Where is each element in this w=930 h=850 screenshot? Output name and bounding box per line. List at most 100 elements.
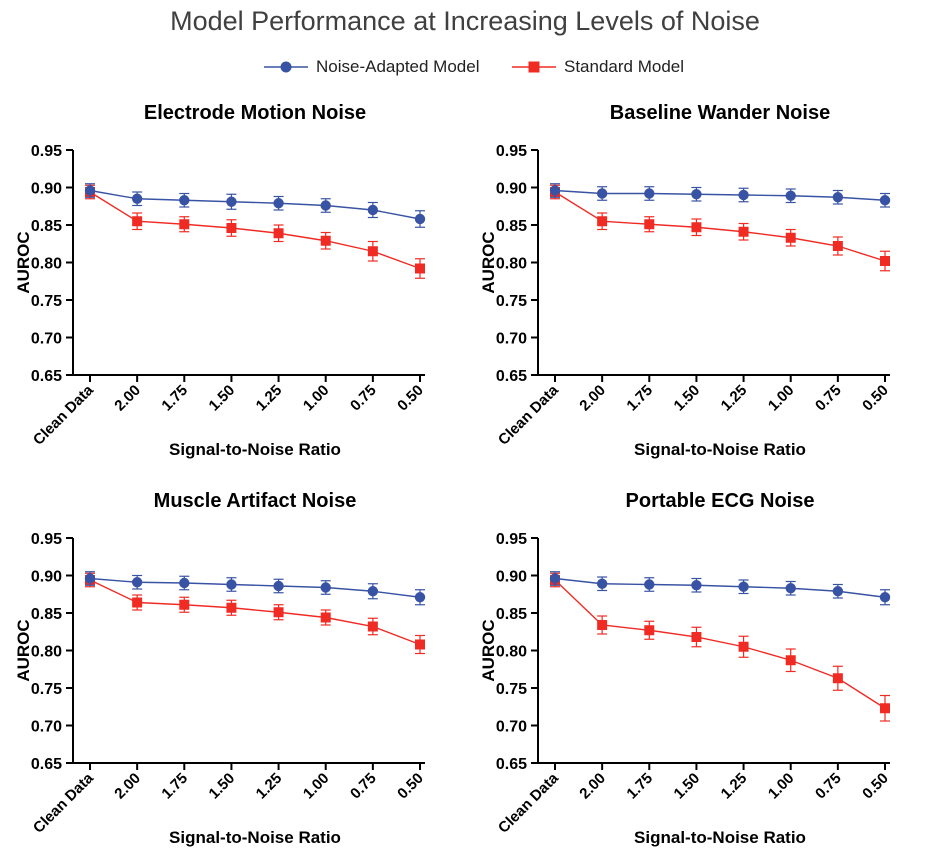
data-point-standard bbox=[132, 216, 143, 227]
y-tick-label: 0.95 bbox=[31, 143, 62, 160]
y-tick-label: 0.70 bbox=[31, 331, 62, 348]
page-title: Model Performance at Increasing Levels o… bbox=[170, 6, 760, 36]
x-tick-label: 0.50 bbox=[859, 770, 892, 803]
data-point-standard bbox=[367, 246, 378, 257]
y-tick-label: 0.85 bbox=[496, 218, 527, 235]
legend: Noise-Adapted Model Standard Model bbox=[0, 54, 930, 80]
y-tick-label: 0.95 bbox=[496, 143, 527, 160]
x-tick-label: 1.25 bbox=[253, 770, 286, 803]
x-tick-label: 1.75 bbox=[623, 382, 656, 415]
chart-muscle-artifact: Muscle Artifact Noise 0.65 0.70 0.75 0.80 0.8… bbox=[14, 490, 427, 847]
data-point-standard bbox=[832, 673, 843, 684]
data-point-adapted bbox=[549, 573, 561, 584]
series-line-standard bbox=[554, 191, 886, 262]
data-point-standard bbox=[367, 621, 378, 632]
data-point-adapted bbox=[179, 195, 190, 206]
y-tick-label: 0.85 bbox=[31, 218, 62, 235]
x-axis-label: Signal-to-Noise Ratio bbox=[169, 828, 341, 847]
x-tick-label: 1.75 bbox=[158, 382, 191, 415]
series-line-standard bbox=[89, 579, 421, 646]
x-tick-label: 1.75 bbox=[158, 770, 191, 803]
data-point-adapted bbox=[785, 190, 796, 201]
data-point-standard bbox=[226, 602, 237, 613]
legend-label-adapted: Noise-Adapted Model bbox=[316, 57, 480, 76]
data-point-adapted bbox=[84, 573, 96, 584]
data-point-adapted bbox=[738, 581, 749, 592]
data-point-standard bbox=[644, 625, 655, 636]
x-tick-label: 1.00 bbox=[300, 382, 333, 415]
y-tick-label: 0.65 bbox=[496, 756, 527, 773]
data-point-adapted bbox=[320, 200, 331, 211]
x-tick-label: 2.00 bbox=[111, 382, 144, 415]
data-point-adapted bbox=[644, 579, 655, 590]
x-tick-label: 1.50 bbox=[671, 382, 704, 415]
x-tick-label: 0.75 bbox=[347, 382, 380, 415]
x-axis-label: Signal-to-Noise Ratio bbox=[169, 440, 341, 459]
x-tick-label: 1.25 bbox=[253, 382, 286, 415]
y-tick-label: 0.70 bbox=[31, 719, 62, 736]
data-point-adapted bbox=[414, 213, 426, 225]
x-tick-label: Clean Data bbox=[495, 381, 562, 448]
data-point-adapted bbox=[832, 192, 844, 203]
x-tick-label: 1.00 bbox=[765, 770, 798, 803]
data-point-standard bbox=[880, 256, 890, 266]
data-point-adapted bbox=[226, 579, 237, 590]
x-tick-label: 0.75 bbox=[812, 770, 845, 803]
data-point-adapted bbox=[226, 196, 237, 207]
data-point-adapted bbox=[131, 193, 143, 204]
x-tick-label: 1.50 bbox=[671, 770, 704, 803]
series-line-standard bbox=[554, 579, 886, 709]
x-tick-label: 1.75 bbox=[623, 770, 656, 803]
data-point-standard bbox=[691, 222, 702, 233]
y-tick-label: 0.90 bbox=[31, 569, 62, 586]
panel-title: Baseline Wander Noise bbox=[610, 102, 830, 124]
y-tick-label: 0.75 bbox=[496, 681, 527, 698]
data-point-standard bbox=[273, 228, 284, 239]
data-point-standard bbox=[132, 597, 143, 608]
x-tick-label: 2.00 bbox=[576, 382, 609, 415]
y-axis-label: AUROC bbox=[479, 619, 498, 681]
data-point-adapted bbox=[879, 592, 891, 603]
legend-label-standard: Standard Model bbox=[564, 57, 685, 76]
x-axis-label: Signal-to-Noise Ratio bbox=[634, 828, 806, 847]
chart-baseline-wander: Baseline Wander Noise 0.65 0.70 0.75 0.80 0.8… bbox=[479, 102, 892, 459]
data-point-adapted bbox=[320, 582, 331, 593]
y-tick-label: 0.65 bbox=[31, 756, 62, 773]
data-point-standard bbox=[179, 219, 190, 230]
x-tick-label: 0.75 bbox=[347, 770, 380, 803]
data-point-standard bbox=[738, 641, 749, 652]
x-tick-label: 2.00 bbox=[111, 770, 144, 803]
data-point-adapted bbox=[179, 577, 190, 589]
data-point-standard bbox=[738, 226, 749, 237]
data-point-standard bbox=[415, 639, 425, 650]
x-tick-label: 1.25 bbox=[718, 382, 751, 415]
data-point-adapted bbox=[691, 580, 702, 591]
data-point-adapted bbox=[84, 185, 96, 196]
data-point-standard bbox=[832, 241, 843, 251]
data-point-adapted bbox=[879, 195, 891, 206]
series-line-adapted bbox=[554, 577, 886, 598]
y-tick-label: 0.90 bbox=[496, 569, 527, 586]
y-tick-label: 0.65 bbox=[496, 368, 527, 385]
chart-electrode-motion: Electrode Motion Noise 0.65 0.70 0.75 0.80 0.… bbox=[14, 102, 427, 459]
y-tick-label: 0.80 bbox=[496, 644, 527, 661]
data-point-standard bbox=[691, 632, 702, 642]
x-tick-label: Clean Data bbox=[495, 769, 562, 836]
data-point-standard bbox=[320, 612, 331, 623]
data-point-standard bbox=[320, 235, 331, 246]
chart-portable-ecg: Portable ECG Noise 0.65 0.70 0.75 0.80 0.85 0.… bbox=[479, 490, 892, 847]
y-tick-label: 0.70 bbox=[496, 331, 527, 348]
y-tick-label: 0.75 bbox=[496, 293, 527, 310]
x-tick-label: 0.50 bbox=[394, 382, 427, 415]
y-tick-label: 0.70 bbox=[496, 719, 527, 736]
x-tick-label: 0.50 bbox=[859, 382, 892, 415]
y-axis-label: AUROC bbox=[479, 231, 498, 293]
y-tick-label: 0.80 bbox=[31, 644, 62, 661]
data-point-standard bbox=[226, 223, 237, 233]
data-point-standard bbox=[415, 263, 425, 274]
x-tick-label: 0.50 bbox=[394, 770, 427, 803]
series-line-adapted bbox=[554, 189, 886, 201]
data-point-standard bbox=[179, 599, 190, 610]
legend-marker-adapted bbox=[264, 61, 308, 73]
legend-item-standard: Standard Model bbox=[512, 54, 684, 80]
